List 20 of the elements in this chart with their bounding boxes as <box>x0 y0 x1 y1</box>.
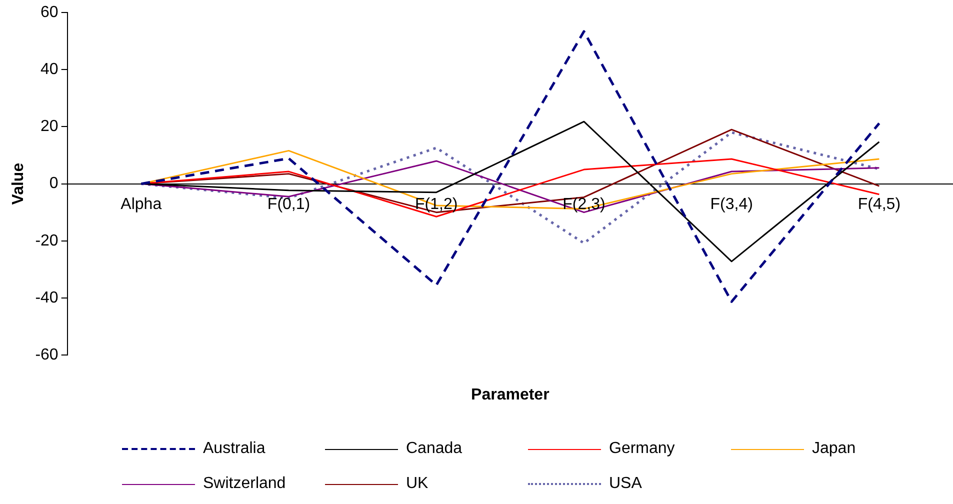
x-tick-label: F(0,1) <box>267 196 310 213</box>
legend-label: USA <box>609 475 642 493</box>
y-tick-label: 0 <box>49 175 58 192</box>
y-tick-label: 60 <box>40 4 58 22</box>
legend-label: UK <box>406 475 428 493</box>
legend-label: Japan <box>812 440 856 458</box>
legend-label: Germany <box>609 440 675 458</box>
legend-label: Canada <box>406 440 462 458</box>
y-tick-label: 20 <box>40 118 58 136</box>
y-tick-label: -60 <box>35 346 58 364</box>
y-tick-label: -40 <box>35 289 58 306</box>
y-tick-label: -20 <box>35 232 58 250</box>
y-tick-label: 40 <box>40 61 58 78</box>
x-tick-label: F(4,5) <box>858 196 901 213</box>
x-tick-label: Alpha <box>120 196 162 213</box>
y-axis-title: Value <box>10 162 28 205</box>
legend-label: Switzerland <box>203 475 286 493</box>
legend-label: Australia <box>203 440 266 458</box>
x-tick-label: F(3,4) <box>710 196 753 213</box>
x-axis-title: Parameter <box>471 386 550 404</box>
